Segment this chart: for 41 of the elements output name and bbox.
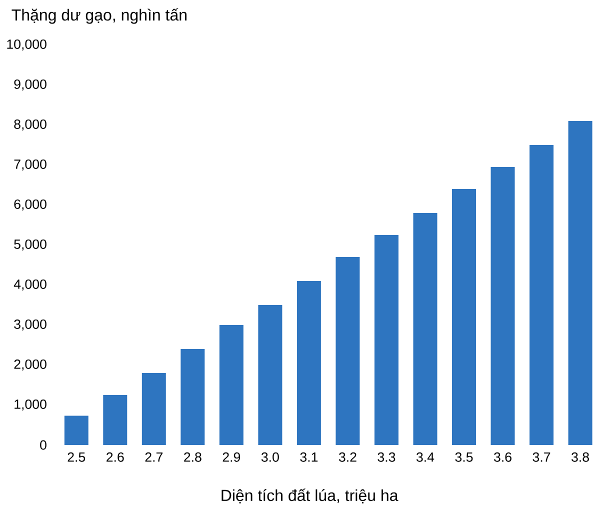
bar xyxy=(296,281,321,445)
x-tick-label: 2.9 xyxy=(222,452,240,462)
y-tick-label: 0 xyxy=(40,440,46,450)
x-tick-label: 2.8 xyxy=(184,452,202,462)
x-tick-label: 3.4 xyxy=(416,452,434,462)
bar xyxy=(142,373,166,445)
x-tick-label: 3.3 xyxy=(378,452,396,462)
bar xyxy=(219,325,244,445)
bar xyxy=(530,145,554,445)
y-tick-label: 6,000 xyxy=(14,199,46,211)
x-tick-label: 3.2 xyxy=(338,452,356,462)
x-tick-label: 2.5 xyxy=(68,452,86,462)
bar xyxy=(374,235,398,445)
x-tick-label: 2.6 xyxy=(106,452,124,462)
y-tick-label: 2,000 xyxy=(14,359,46,371)
bar xyxy=(336,257,360,445)
bar xyxy=(490,166,515,445)
bar xyxy=(180,349,205,445)
y-tick-label: 4,000 xyxy=(14,279,46,291)
y-tick-label: 7,000 xyxy=(14,159,46,171)
y-tick-label: 5,000 xyxy=(14,239,46,251)
bar xyxy=(64,416,88,445)
bar xyxy=(452,189,476,445)
y-tick-label: 3,000 xyxy=(14,319,46,331)
x-tick-label: 3.1 xyxy=(300,452,318,462)
x-tick-label: 3.8 xyxy=(572,452,589,462)
x-tick-label: 3.7 xyxy=(532,452,550,462)
x-tick-label: 3.6 xyxy=(494,452,512,462)
y-tick-label: 8,000 xyxy=(14,119,46,131)
y-tick-label: 10,000 xyxy=(7,39,46,51)
x-tick-label: 3.0 xyxy=(261,452,279,462)
y-tick-label: 9,000 xyxy=(14,79,46,91)
bar xyxy=(258,305,282,445)
bar xyxy=(413,212,438,445)
y-axis-title: Thặng dư gạo, nghìn tấn xyxy=(12,8,186,24)
y-tick-label: 1,000 xyxy=(14,399,46,411)
x-tick-label: 3.5 xyxy=(455,452,473,462)
bar xyxy=(103,395,128,445)
bar xyxy=(568,121,592,445)
x-axis-title: Diện tích đất lúa, triệu ha xyxy=(222,488,398,504)
x-tick-label: 2.7 xyxy=(145,452,163,462)
